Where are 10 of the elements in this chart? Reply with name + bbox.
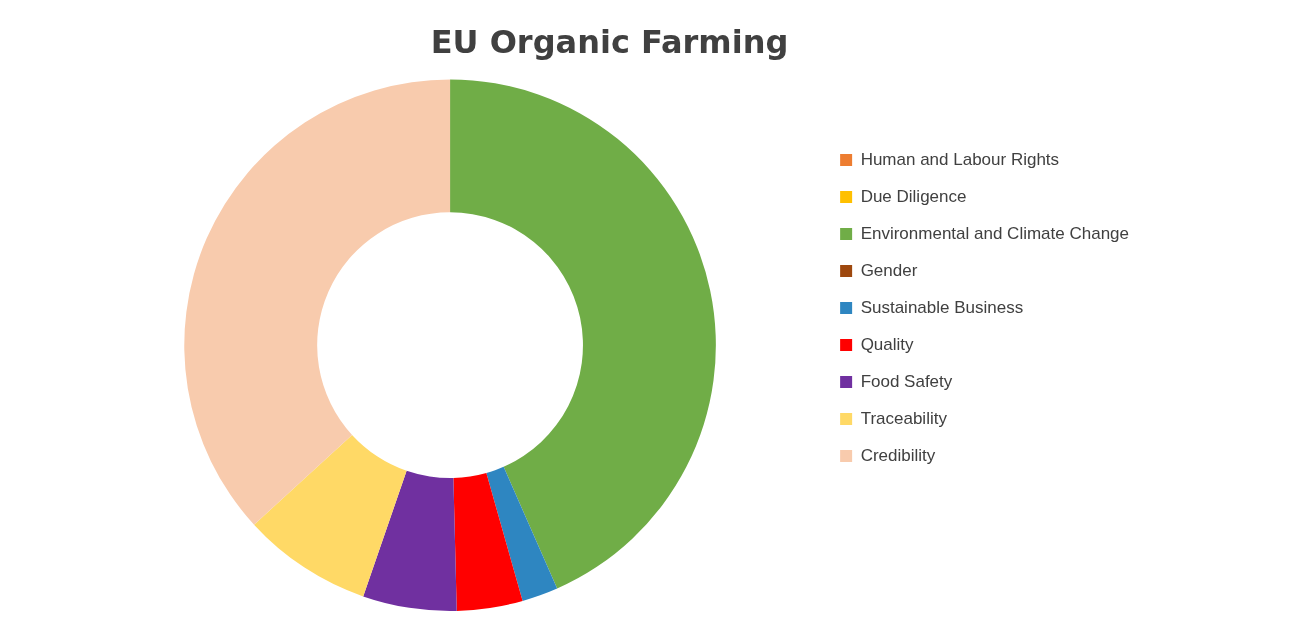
legend-label: Food Safety [860,371,953,391]
chart-title: EU Organic Farming [430,22,789,61]
legend-label: Due Diligence [860,186,967,206]
legend-label: Environmental and Climate Change [860,223,1129,243]
legend-label: Credibility [860,445,936,465]
legend-label: Human and Labour Rights [860,149,1060,169]
legend-label: Sustainable Business [860,297,1024,317]
legend-label: Gender [860,260,918,280]
legend-label: Traceability [860,408,948,428]
legend-label: Quality [860,334,915,354]
